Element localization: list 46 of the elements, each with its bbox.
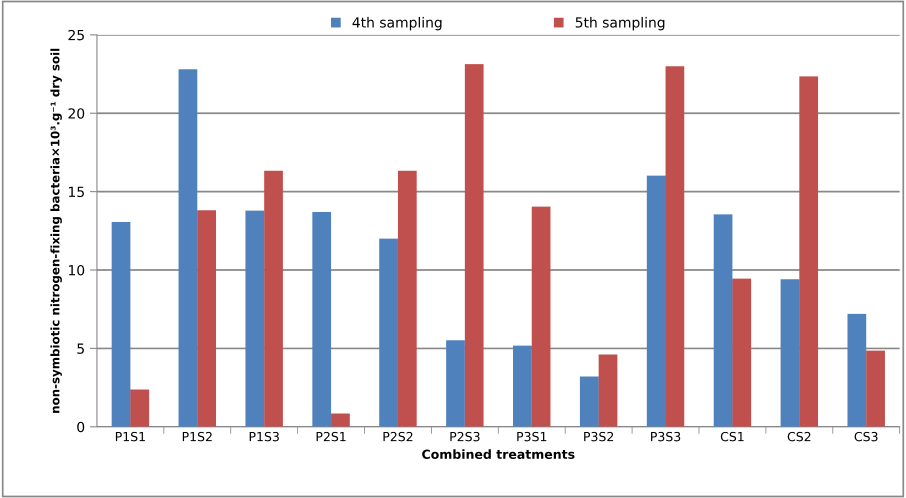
bar: [464, 64, 484, 427]
bar: [780, 279, 800, 427]
x-axis-title: Combined treatments: [422, 449, 574, 459]
x-tick-label: P3S3: [651, 432, 680, 442]
bar: [580, 376, 599, 427]
bar: [446, 340, 465, 427]
x-tick-label: CS2: [788, 432, 810, 442]
x-tick-label: CS1: [720, 432, 744, 442]
bar: [732, 278, 752, 427]
bar: [532, 206, 550, 427]
bar: [130, 389, 150, 427]
bar: [245, 210, 264, 427]
bar: [112, 222, 130, 427]
y-tick-label: 25: [68, 30, 84, 40]
x-tick-label: CS3: [854, 432, 878, 442]
bar: [513, 346, 532, 427]
y-tick-label: 0: [77, 422, 84, 432]
y-tick-label: 5: [77, 344, 84, 354]
x-tick-label: P1S1: [116, 432, 145, 442]
bar: [646, 176, 666, 427]
bar: [714, 214, 732, 427]
legend-label: 4th sampling: [352, 16, 442, 30]
y-tick-label: 10: [68, 264, 84, 276]
bar: [197, 210, 216, 427]
bar: [178, 69, 198, 427]
bar: [379, 238, 398, 427]
bar: [866, 350, 885, 427]
x-tick-label: P3S2: [584, 432, 614, 442]
x-tick-label: P3S1: [517, 432, 546, 442]
legend-label: 5th sampling: [576, 16, 664, 30]
x-tick-label: P1S2: [182, 432, 212, 442]
y-tick-label: 15: [68, 186, 84, 198]
x-tick-label: P1S3: [250, 432, 279, 442]
x-tick-label: P2S1: [316, 432, 346, 442]
bar: [331, 413, 350, 427]
bar: [598, 354, 618, 427]
x-tick-label: P2S2: [384, 432, 412, 442]
bar: [799, 76, 818, 427]
y-axis-title: non-symbiotic nitrogen-fixing bacteria×10³.g⁻¹ dry soil: [50, 48, 62, 413]
bar: [847, 314, 866, 427]
bar: [312, 212, 332, 427]
bar: [398, 170, 417, 427]
bar: [264, 170, 283, 427]
y-tick-label: 20: [68, 108, 84, 119]
x-tick-label: P2S3: [450, 432, 480, 442]
bar: [666, 66, 684, 427]
